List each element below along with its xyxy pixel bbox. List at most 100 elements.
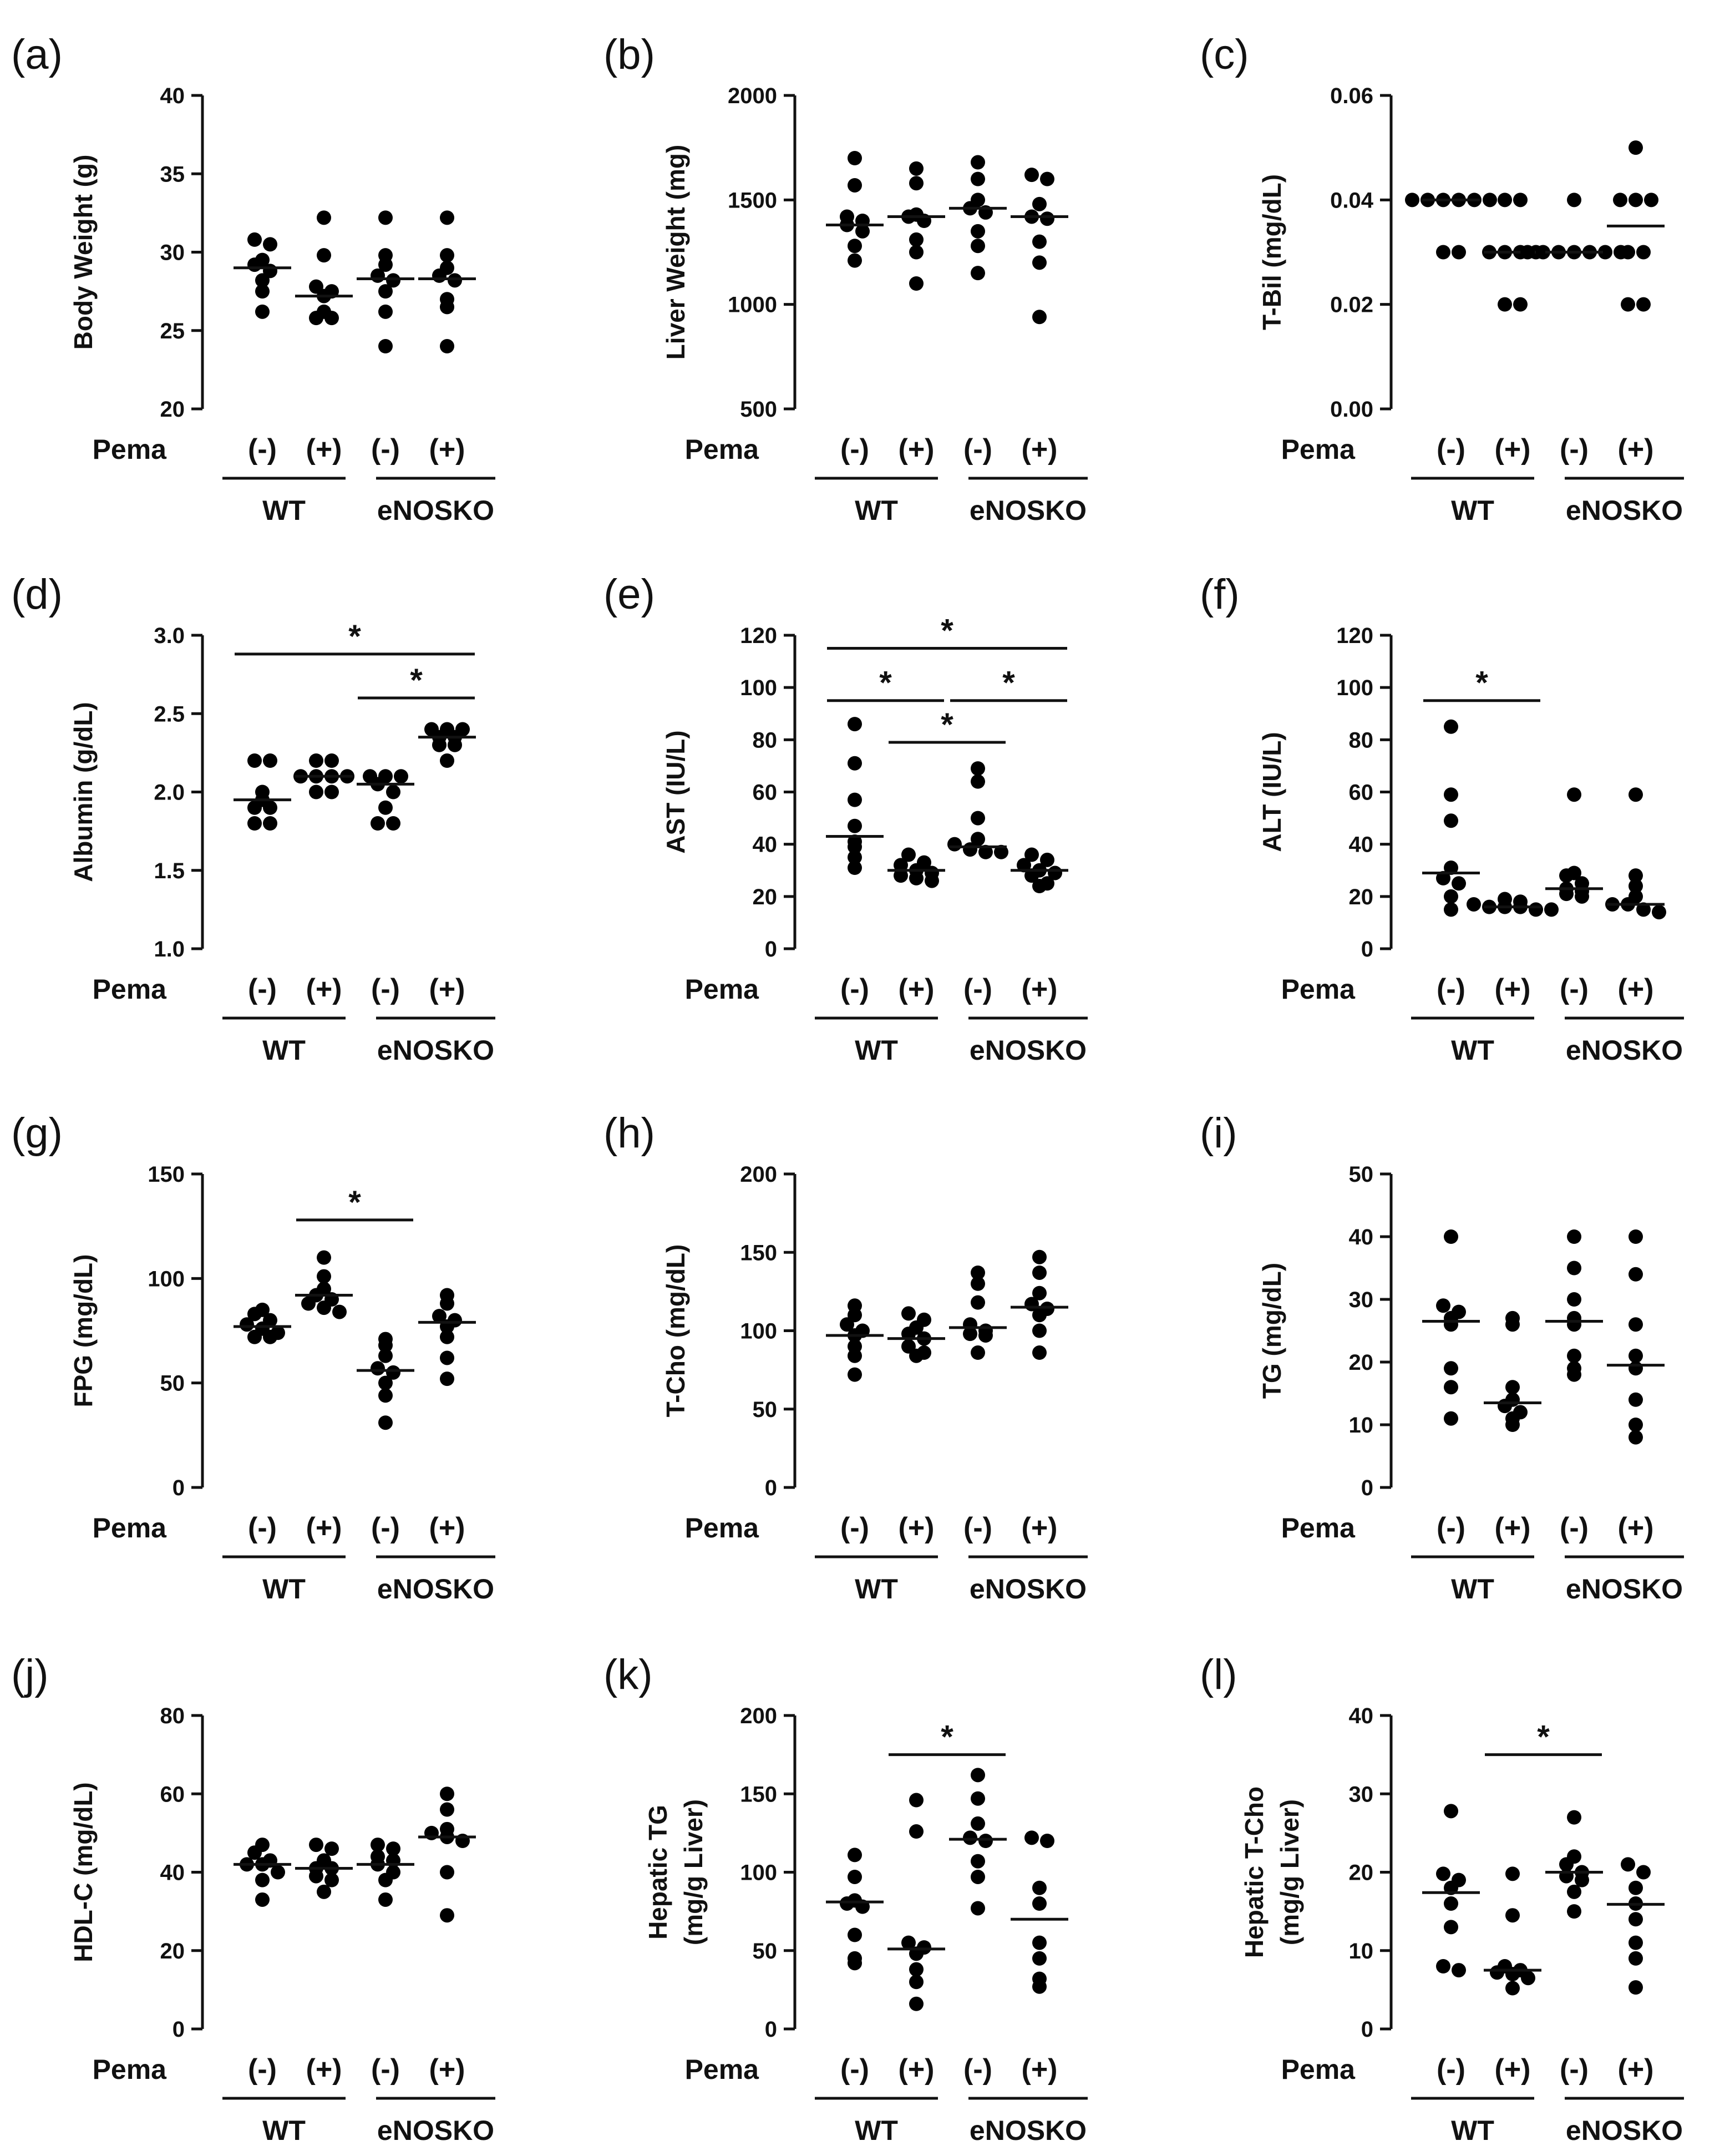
data-point bbox=[909, 176, 924, 191]
data-point bbox=[440, 1802, 454, 1817]
treatment-row-label: Pema bbox=[93, 2054, 168, 2085]
data-point bbox=[1032, 1880, 1047, 1895]
group-label: eNOSKO bbox=[970, 2115, 1087, 2146]
data-point bbox=[1629, 1430, 1643, 1445]
data-point bbox=[1032, 234, 1047, 249]
data-point bbox=[978, 844, 993, 859]
data-point bbox=[378, 304, 393, 319]
treatment-label: (-) bbox=[963, 973, 992, 1005]
data-point bbox=[971, 774, 985, 789]
data-point bbox=[1636, 1865, 1651, 1880]
treatment-label: (+) bbox=[429, 1512, 465, 1544]
data-point bbox=[378, 210, 393, 225]
treatment-label: (+) bbox=[1495, 2053, 1531, 2086]
data-point bbox=[324, 785, 339, 799]
y-axis-label: Liver Weight (mg) bbox=[661, 145, 690, 360]
data-point bbox=[1024, 168, 1039, 183]
significance-star: * bbox=[348, 1185, 361, 1221]
data-point bbox=[1444, 813, 1458, 828]
y-tick-label: 60 bbox=[1349, 781, 1374, 805]
data-point bbox=[1629, 1880, 1643, 1895]
data-point bbox=[1559, 868, 1574, 883]
data-point bbox=[371, 1361, 385, 1376]
group-label: eNOSKO bbox=[377, 2115, 494, 2146]
data-point bbox=[371, 1838, 385, 1853]
data-point bbox=[1621, 245, 1635, 260]
data-point bbox=[1644, 193, 1658, 207]
data-point bbox=[1444, 1361, 1458, 1376]
data-point bbox=[848, 756, 862, 771]
treatment-label: (+) bbox=[899, 2053, 935, 2086]
y-tick-label: 3.0 bbox=[154, 624, 185, 648]
y-tick-label: 50 bbox=[753, 1398, 778, 1422]
treatment-row-label: Pema bbox=[685, 1512, 760, 1543]
data-point bbox=[317, 1884, 331, 1899]
data-point bbox=[971, 1869, 985, 1884]
data-point bbox=[1444, 1380, 1458, 1395]
data-point bbox=[848, 151, 862, 165]
panel-letter: (k) bbox=[603, 1651, 653, 1698]
data-point bbox=[378, 1892, 393, 1907]
data-point bbox=[925, 873, 939, 888]
y-tick-label: 40 bbox=[1349, 1704, 1374, 1728]
data-point bbox=[1498, 297, 1512, 312]
y-tick-label: 200 bbox=[740, 1704, 777, 1728]
data-point bbox=[1636, 902, 1651, 917]
data-point bbox=[1467, 897, 1481, 912]
data-point bbox=[1652, 905, 1666, 920]
data-point bbox=[1529, 902, 1543, 917]
y-axis-label: FPG (mg/dL) bbox=[69, 1254, 98, 1408]
group-label: eNOSKO bbox=[1566, 2115, 1683, 2146]
y-tick-label: 120 bbox=[740, 624, 777, 648]
data-point bbox=[1444, 719, 1458, 734]
data-point bbox=[1629, 1418, 1643, 1432]
treatment-label: (+) bbox=[429, 433, 465, 465]
data-point bbox=[1567, 1317, 1581, 1332]
treatment-label: (+) bbox=[1022, 433, 1058, 465]
data-point bbox=[378, 257, 393, 272]
group-label: eNOSKO bbox=[970, 1035, 1087, 1066]
y-axis-label: Albumin (g/dL) bbox=[69, 702, 98, 882]
treatment-label: (+) bbox=[1618, 433, 1654, 465]
panel-a: (a) 20 25 30 35 40 Body Weight (g) Pema (-) (+) (-… bbox=[11, 31, 495, 526]
panel-letter: (d) bbox=[11, 571, 63, 618]
data-point bbox=[247, 232, 262, 247]
data-point bbox=[255, 284, 270, 299]
data-point bbox=[848, 792, 862, 807]
data-point bbox=[1629, 193, 1643, 207]
treatment-row-label: Pema bbox=[1281, 2054, 1356, 2085]
data-point bbox=[1575, 889, 1589, 904]
data-point bbox=[1024, 868, 1039, 883]
data-point bbox=[971, 1276, 985, 1291]
data-point bbox=[1629, 140, 1643, 155]
data-point bbox=[909, 1793, 924, 1808]
data-point bbox=[378, 1388, 393, 1403]
data-point bbox=[1567, 1261, 1581, 1276]
y-tick-label: 50 bbox=[160, 1371, 185, 1396]
significance-star: * bbox=[941, 1719, 953, 1755]
data-point bbox=[1629, 1392, 1643, 1407]
data-point bbox=[971, 266, 985, 281]
data-point bbox=[894, 858, 908, 873]
data-point bbox=[909, 1824, 924, 1839]
data-point bbox=[440, 1371, 454, 1386]
y-tick-label: 500 bbox=[740, 397, 777, 422]
y-axis-label: ALT (IU/L) bbox=[1257, 732, 1286, 852]
y-tick-label: 100 bbox=[1336, 676, 1373, 700]
treatment-label: (-) bbox=[1560, 2053, 1589, 2086]
y-tick-label: 0.04 bbox=[1330, 188, 1374, 212]
data-point bbox=[848, 178, 862, 193]
data-point bbox=[1032, 1265, 1047, 1280]
data-point bbox=[848, 818, 862, 833]
data-point bbox=[324, 1872, 339, 1887]
panel-letter: (h) bbox=[603, 1110, 655, 1157]
treatment-row-label: Pema bbox=[685, 434, 760, 465]
data-point bbox=[840, 1896, 854, 1911]
y-tick-label: 150 bbox=[148, 1162, 185, 1187]
y-tick-label: 20 bbox=[160, 397, 185, 422]
group-label: eNOSKO bbox=[1566, 495, 1683, 526]
group-label: eNOSKO bbox=[377, 1035, 494, 1066]
treatment-label: (+) bbox=[899, 973, 935, 1005]
group-label: WT bbox=[855, 2115, 898, 2146]
data-point bbox=[440, 1908, 454, 1923]
